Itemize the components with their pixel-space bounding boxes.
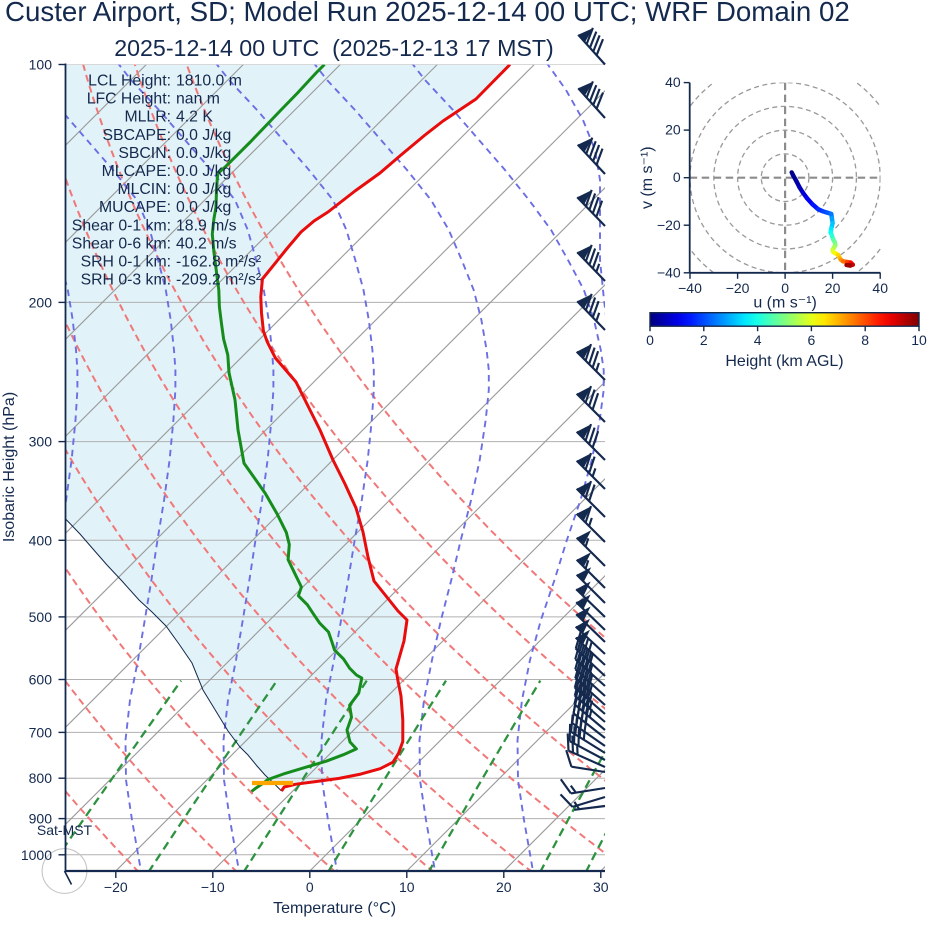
svg-text:800: 800 [29,770,53,786]
svg-text:2025-12-14 00 UTC (2025-12-13: 2025-12-14 00 UTC (2025-12-13 17 MST) [114,35,554,61]
svg-text:MLLR:: MLLR: [124,109,171,126]
svg-text:Shear 0-1 km:: Shear 0-1 km: [72,217,171,234]
svg-text:900: 900 [29,811,53,827]
svg-text:MLCIN:: MLCIN: [117,181,171,198]
svg-text:40: 40 [665,74,681,90]
svg-text:40: 40 [872,280,888,296]
svg-text:Temperature (°C): Temperature (°C) [273,900,396,917]
svg-text:0.0 J/kg: 0.0 J/kg [176,163,231,180]
svg-text:20: 20 [496,879,512,895]
svg-text:10: 10 [399,879,415,895]
svg-text:Custer Airport, SD; Model Run: Custer Airport, SD; Model Run 2025-12-14… [5,0,850,27]
svg-text:−20: −20 [657,217,681,233]
svg-text:600: 600 [29,672,53,688]
svg-text:8: 8 [861,332,869,348]
svg-text:−40: −40 [657,264,681,280]
svg-text:200: 200 [29,294,53,310]
svg-text:Height (km AGL): Height (km AGL) [725,353,843,370]
svg-text:4.2 K: 4.2 K [176,109,213,126]
svg-text:700: 700 [29,724,53,740]
svg-text:−40: −40 [678,280,702,296]
svg-text:400: 400 [29,532,53,548]
svg-text:0.0 J/kg: 0.0 J/kg [176,199,231,216]
svg-text:LCL Height:: LCL Height: [88,73,171,90]
svg-text:0: 0 [646,332,654,348]
svg-text:300: 300 [29,434,53,450]
svg-text:SBCAPE:: SBCAPE: [103,127,171,144]
svg-text:30: 30 [593,879,609,895]
svg-text:0: 0 [673,169,681,185]
svg-text:u (m s⁻¹): u (m s⁻¹) [753,295,817,312]
svg-text:20: 20 [665,122,681,138]
svg-text:500: 500 [29,609,53,625]
svg-text:20: 20 [825,280,841,296]
svg-text:SBCIN:: SBCIN: [118,145,171,162]
svg-text:Sat-MST: Sat-MST [37,822,93,838]
svg-text:−20: −20 [726,280,750,296]
svg-text:100: 100 [29,57,53,73]
svg-text:10: 10 [911,332,927,348]
svg-text:−10: −10 [201,879,225,895]
svg-text:−20: −20 [104,879,128,895]
svg-text:v (m s⁻¹): v (m s⁻¹) [639,146,656,209]
svg-text:SRH 0-1 km:: SRH 0-1 km: [81,254,171,271]
svg-text:6: 6 [808,332,816,348]
svg-text:0.0 J/kg: 0.0 J/kg [176,181,231,198]
svg-text:MUCAPE:: MUCAPE: [99,199,171,216]
svg-text:-162.8 m²/s²: -162.8 m²/s² [176,254,261,271]
svg-text:1810.0 m: 1810.0 m [176,73,242,90]
svg-text:0: 0 [781,280,789,296]
svg-text:LFC Height:: LFC Height: [87,91,171,108]
svg-text:0: 0 [306,879,314,895]
svg-text:1000: 1000 [21,847,52,863]
svg-text:4: 4 [754,332,762,348]
svg-text:40.2 m/s: 40.2 m/s [176,235,237,252]
svg-text:18.9 m/s: 18.9 m/s [176,217,237,234]
svg-text:SRH 0-3 km:: SRH 0-3 km: [81,272,171,289]
svg-text:Shear 0-6 km:: Shear 0-6 km: [72,235,171,252]
svg-text:-209.2 m²/s²: -209.2 m²/s² [176,272,261,289]
svg-text:2: 2 [700,332,708,348]
svg-text:Isobaric Height (hPa): Isobaric Height (hPa) [1,392,18,542]
svg-text:nan m: nan m [176,91,220,108]
svg-text:0.0 J/kg: 0.0 J/kg [176,127,231,144]
svg-text:0.0 J/kg: 0.0 J/kg [176,145,231,162]
svg-text:MLCAPE:: MLCAPE: [102,163,171,180]
